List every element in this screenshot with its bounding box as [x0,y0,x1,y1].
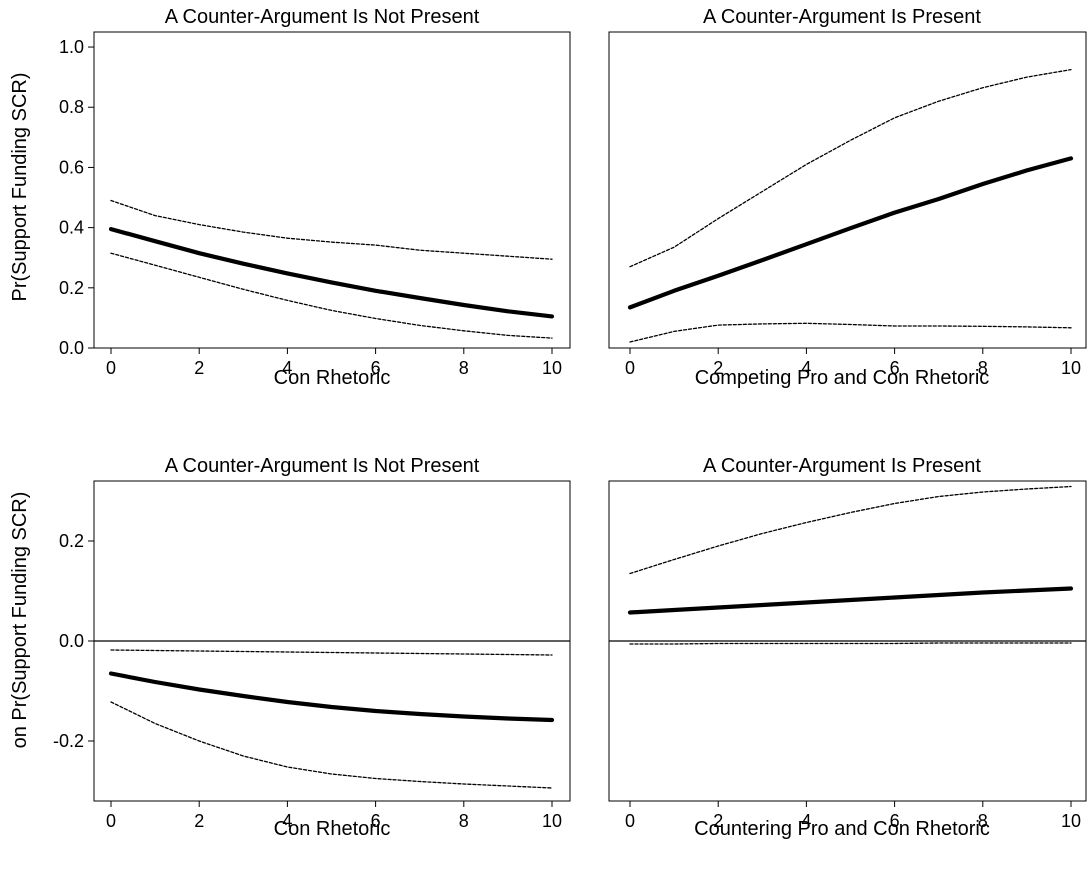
panel-bottom-right: A Counter-Argument Is Present Countering… [608,455,1087,840]
estimate-line [108,671,555,723]
panel-top-right: A Counter-Argument Is Present Competing … [608,6,1087,389]
tick-group: 0 2 4 6 8 10 [625,348,1081,378]
x-tick-label: 8 [459,358,469,378]
plot-area [608,31,1087,349]
x-axis-label: Con Rhetoric [274,818,391,840]
y-tick-label: 0.2 [59,531,84,551]
panel-title: A Counter-Argument Is Not Present [165,6,480,28]
plot-frame [93,31,571,349]
x-tick-label: 2 [194,811,204,831]
x-tick-label: 10 [542,811,562,831]
x-axis-label: Competing Pro and Con Rhetoric [695,367,990,389]
y-axis-label: on Pr(Support Funding SCR) [9,492,31,749]
x-tick-label: 10 [1061,811,1081,831]
tick-group: 0 2 4 6 8 10 0.0 0.2 0.4 0.6 0.8 1.0 [59,37,562,378]
y-tick-label: -0.2 [53,731,84,751]
y-tick-label: 0.0 [59,631,84,651]
estimate-line [108,227,555,319]
y-tick-label: 0.8 [59,97,84,117]
upper-ci-line [110,649,553,656]
x-tick-label: 4 [801,358,811,378]
y-tick-label: 0.4 [59,218,84,238]
x-tick-label: 2 [713,358,723,378]
x-tick-label: 6 [890,358,900,378]
x-axis-label: Con Rhetoric [274,367,391,389]
x-tick-label: 6 [371,811,381,831]
x-tick-label: 8 [459,811,469,831]
lower-ci-line [629,322,1072,343]
plot-frame [608,31,1087,349]
upper-ci-line [629,485,1072,575]
x-axis-label: Countering Pro and Con Rhetoric [694,818,990,840]
plot-area [93,480,571,802]
lower-ci-line [110,701,553,789]
x-tick-label: 4 [282,358,292,378]
x-tick-label: 0 [625,811,635,831]
x-tick-label: 0 [106,358,116,378]
x-tick-label: 2 [194,358,204,378]
upper-ci-line [110,199,553,260]
x-tick-label: 4 [282,811,292,831]
x-tick-label: 2 [713,811,723,831]
tick-group: 0 2 4 6 8 10 [625,801,1081,831]
plot-area [608,480,1087,802]
y-tick-label: 0.2 [59,278,84,298]
x-tick-label: 6 [371,358,381,378]
y-tick-label: 1.0 [59,37,84,57]
panel-top-left: A Counter-Argument Is Not Present Pr(Sup… [9,6,571,389]
panel-title: A Counter-Argument Is Present [703,6,981,28]
x-tick-label: 6 [890,811,900,831]
y-tick-label: 0.0 [59,338,84,358]
panel-title: A Counter-Argument Is Present [703,455,981,477]
x-tick-label: 8 [978,811,988,831]
tick-group: 0 2 4 6 8 10 -0.2 0.0 0.2 [53,531,562,831]
lower-ci-line [629,642,1072,645]
y-tick-label: 0.6 [59,157,84,177]
x-tick-label: 4 [801,811,811,831]
panel-bottom-left: A Counter-Argument Is Not Present on Pr(… [9,455,571,840]
y-axis-label: Pr(Support Funding SCR) [9,73,31,302]
x-tick-label: 0 [106,811,116,831]
x-tick-label: 10 [542,358,562,378]
x-tick-label: 10 [1061,358,1081,378]
upper-ci-line [629,68,1072,268]
estimate-line [627,156,1074,310]
x-tick-label: 8 [978,358,988,378]
panel-title: A Counter-Argument Is Not Present [165,455,480,477]
plot-area [93,31,571,349]
lower-ci-line [110,252,553,339]
x-tick-label: 0 [625,358,635,378]
estimate-line [627,586,1074,615]
